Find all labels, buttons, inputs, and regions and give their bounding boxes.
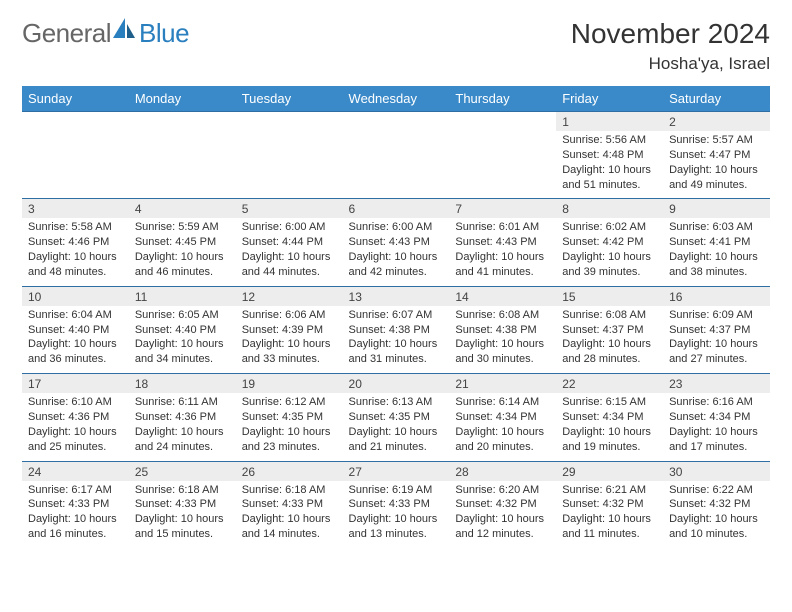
day-header: Saturday <box>663 86 770 112</box>
day-content <box>22 131 129 199</box>
calendar-table: SundayMondayTuesdayWednesdayThursdayFrid… <box>22 86 770 548</box>
location: Hosha'ya, Israel <box>571 54 770 74</box>
day-header: Wednesday <box>343 86 450 112</box>
day-number <box>236 112 343 132</box>
day-number <box>129 112 236 132</box>
daynum-row: 3456789 <box>22 199 770 219</box>
day-number: 25 <box>129 461 236 481</box>
day-content: Sunrise: 5:58 AMSunset: 4:46 PMDaylight:… <box>22 218 129 286</box>
daynum-row: 10111213141516 <box>22 286 770 306</box>
content-row: Sunrise: 6:10 AMSunset: 4:36 PMDaylight:… <box>22 393 770 461</box>
day-content: Sunrise: 6:09 AMSunset: 4:37 PMDaylight:… <box>663 306 770 374</box>
header: General Blue November 2024 Hosha'ya, Isr… <box>22 18 770 74</box>
day-number: 27 <box>343 461 450 481</box>
title-block: November 2024 Hosha'ya, Israel <box>571 18 770 74</box>
calendar-head: SundayMondayTuesdayWednesdayThursdayFrid… <box>22 86 770 112</box>
month-title: November 2024 <box>571 18 770 50</box>
day-number <box>22 112 129 132</box>
day-content: Sunrise: 6:17 AMSunset: 4:33 PMDaylight:… <box>22 481 129 548</box>
day-content: Sunrise: 6:18 AMSunset: 4:33 PMDaylight:… <box>236 481 343 548</box>
content-row: Sunrise: 6:17 AMSunset: 4:33 PMDaylight:… <box>22 481 770 548</box>
day-content: Sunrise: 6:03 AMSunset: 4:41 PMDaylight:… <box>663 218 770 286</box>
day-header: Friday <box>556 86 663 112</box>
day-number: 5 <box>236 199 343 219</box>
day-content: Sunrise: 5:57 AMSunset: 4:47 PMDaylight:… <box>663 131 770 199</box>
day-content: Sunrise: 6:22 AMSunset: 4:32 PMDaylight:… <box>663 481 770 548</box>
logo: General Blue <box>22 18 189 49</box>
day-content <box>449 131 556 199</box>
day-number: 26 <box>236 461 343 481</box>
day-content: Sunrise: 6:18 AMSunset: 4:33 PMDaylight:… <box>129 481 236 548</box>
day-number: 29 <box>556 461 663 481</box>
day-number: 18 <box>129 374 236 394</box>
day-content: Sunrise: 6:00 AMSunset: 4:44 PMDaylight:… <box>236 218 343 286</box>
day-content: Sunrise: 6:04 AMSunset: 4:40 PMDaylight:… <box>22 306 129 374</box>
day-content <box>236 131 343 199</box>
calendar-body: 12Sunrise: 5:56 AMSunset: 4:48 PMDayligh… <box>22 112 770 548</box>
day-header: Thursday <box>449 86 556 112</box>
day-number: 19 <box>236 374 343 394</box>
day-number: 23 <box>663 374 770 394</box>
day-number: 1 <box>556 112 663 132</box>
logo-text-blue: Blue <box>139 18 189 49</box>
day-content: Sunrise: 6:08 AMSunset: 4:37 PMDaylight:… <box>556 306 663 374</box>
day-content: Sunrise: 6:15 AMSunset: 4:34 PMDaylight:… <box>556 393 663 461</box>
day-number: 22 <box>556 374 663 394</box>
day-content: Sunrise: 6:13 AMSunset: 4:35 PMDaylight:… <box>343 393 450 461</box>
day-content: Sunrise: 6:06 AMSunset: 4:39 PMDaylight:… <box>236 306 343 374</box>
day-number: 7 <box>449 199 556 219</box>
day-content: Sunrise: 5:59 AMSunset: 4:45 PMDaylight:… <box>129 218 236 286</box>
day-header: Monday <box>129 86 236 112</box>
day-number: 6 <box>343 199 450 219</box>
day-number: 17 <box>22 374 129 394</box>
day-content: Sunrise: 6:20 AMSunset: 4:32 PMDaylight:… <box>449 481 556 548</box>
day-header: Tuesday <box>236 86 343 112</box>
day-header: Sunday <box>22 86 129 112</box>
day-content: Sunrise: 6:11 AMSunset: 4:36 PMDaylight:… <box>129 393 236 461</box>
day-number <box>343 112 450 132</box>
day-content: Sunrise: 6:21 AMSunset: 4:32 PMDaylight:… <box>556 481 663 548</box>
day-content <box>129 131 236 199</box>
content-row: Sunrise: 5:56 AMSunset: 4:48 PMDaylight:… <box>22 131 770 199</box>
day-number: 3 <box>22 199 129 219</box>
day-content: Sunrise: 6:12 AMSunset: 4:35 PMDaylight:… <box>236 393 343 461</box>
day-number: 21 <box>449 374 556 394</box>
day-number <box>449 112 556 132</box>
day-number: 11 <box>129 286 236 306</box>
day-content: Sunrise: 6:16 AMSunset: 4:34 PMDaylight:… <box>663 393 770 461</box>
day-number: 28 <box>449 461 556 481</box>
daynum-row: 17181920212223 <box>22 374 770 394</box>
day-content: Sunrise: 5:56 AMSunset: 4:48 PMDaylight:… <box>556 131 663 199</box>
day-content <box>343 131 450 199</box>
content-row: Sunrise: 6:04 AMSunset: 4:40 PMDaylight:… <box>22 306 770 374</box>
day-number: 10 <box>22 286 129 306</box>
daynum-row: 24252627282930 <box>22 461 770 481</box>
day-content: Sunrise: 6:05 AMSunset: 4:40 PMDaylight:… <box>129 306 236 374</box>
day-number: 9 <box>663 199 770 219</box>
day-content: Sunrise: 6:19 AMSunset: 4:33 PMDaylight:… <box>343 481 450 548</box>
day-content: Sunrise: 6:02 AMSunset: 4:42 PMDaylight:… <box>556 218 663 286</box>
day-content: Sunrise: 6:10 AMSunset: 4:36 PMDaylight:… <box>22 393 129 461</box>
day-number: 15 <box>556 286 663 306</box>
day-content: Sunrise: 6:07 AMSunset: 4:38 PMDaylight:… <box>343 306 450 374</box>
day-number: 8 <box>556 199 663 219</box>
day-content: Sunrise: 6:08 AMSunset: 4:38 PMDaylight:… <box>449 306 556 374</box>
day-content: Sunrise: 6:01 AMSunset: 4:43 PMDaylight:… <box>449 218 556 286</box>
day-number: 12 <box>236 286 343 306</box>
day-number: 30 <box>663 461 770 481</box>
logo-sail-icon <box>111 16 137 42</box>
day-number: 14 <box>449 286 556 306</box>
day-number: 2 <box>663 112 770 132</box>
day-content: Sunrise: 6:14 AMSunset: 4:34 PMDaylight:… <box>449 393 556 461</box>
daynum-row: 12 <box>22 112 770 132</box>
day-number: 16 <box>663 286 770 306</box>
logo-text-general: General <box>22 18 111 49</box>
day-content: Sunrise: 6:00 AMSunset: 4:43 PMDaylight:… <box>343 218 450 286</box>
day-number: 20 <box>343 374 450 394</box>
day-number: 13 <box>343 286 450 306</box>
day-number: 24 <box>22 461 129 481</box>
day-number: 4 <box>129 199 236 219</box>
content-row: Sunrise: 5:58 AMSunset: 4:46 PMDaylight:… <box>22 218 770 286</box>
